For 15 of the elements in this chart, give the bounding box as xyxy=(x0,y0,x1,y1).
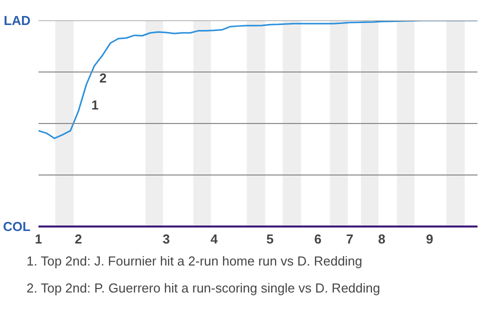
x-tick-label: 6 xyxy=(314,232,322,246)
x-tick-label: 4 xyxy=(210,232,218,246)
annotation: 1 xyxy=(91,97,99,112)
text: LAD xyxy=(4,13,30,28)
text: 2. Top 2nd: P. Guerrero hit a run-scoring single vs D. Redding xyxy=(26,280,380,296)
annotation: 2 xyxy=(99,70,107,86)
x-tick-label: 9 xyxy=(426,232,434,246)
x-tick-label: 8 xyxy=(378,232,386,246)
text: COL xyxy=(3,219,31,234)
x-tick-label: 7 xyxy=(346,232,354,246)
x-tick-label: 3 xyxy=(162,232,170,246)
x-tick-label: 1 xyxy=(34,232,42,246)
x-tick-label: 5 xyxy=(266,232,274,246)
text: 1. Top 2nd: J. Fournier hit a 2-run home run vs D. Redding xyxy=(26,254,362,268)
x-tick-label: 2 xyxy=(74,232,82,246)
